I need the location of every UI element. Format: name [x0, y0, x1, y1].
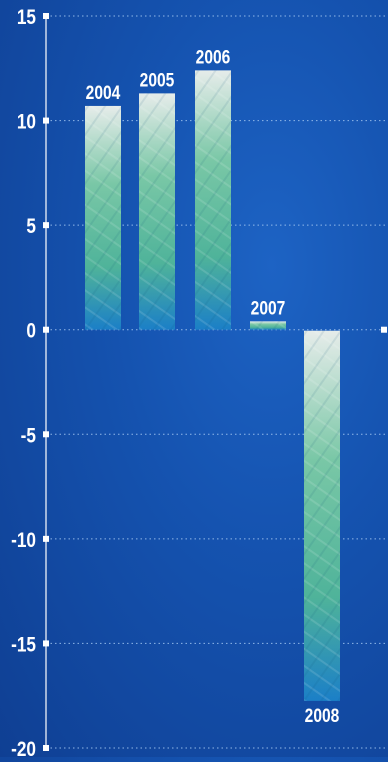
zero-line-end-mark: [381, 326, 387, 333]
bar-texture: [195, 70, 231, 330]
y-tick-label: 0: [26, 320, 36, 343]
y-tick-mark: [43, 222, 49, 229]
y-tick-label: 10: [17, 111, 36, 134]
bar-2008: [304, 330, 340, 701]
bar-2006: [195, 70, 231, 330]
y-tick-label: 15: [17, 7, 36, 30]
y-tick-mark: [43, 326, 49, 333]
y-tick-label: -15: [11, 634, 36, 657]
y-tick-mark: [43, 535, 49, 542]
y-tick-label: -5: [21, 425, 37, 448]
bar-texture: [85, 105, 121, 330]
y-tick-label: 5: [26, 216, 36, 239]
bar-label-2005: 2005: [140, 69, 175, 91]
bar-label-2007: 2007: [251, 297, 286, 319]
bar-label-2008: 2008: [305, 704, 340, 726]
bar-label-2004: 2004: [86, 81, 121, 103]
y-tick-mark: [43, 431, 49, 438]
bar-texture: [304, 330, 340, 701]
bar-texture: [139, 93, 175, 330]
y-tick-mark: [43, 745, 49, 751]
y-tick-mark: [43, 117, 49, 124]
y-tick-label: -10: [11, 529, 36, 552]
y-tick-mark: [43, 640, 49, 647]
bar-label-2006: 2006: [196, 46, 231, 68]
bar-2007: [250, 321, 286, 330]
bar-texture: [250, 321, 286, 330]
y-tick-label: -20: [11, 739, 36, 757]
y-tick-mark: [43, 13, 49, 19]
bar-2005: [139, 93, 175, 330]
bar-2004: [85, 105, 121, 330]
